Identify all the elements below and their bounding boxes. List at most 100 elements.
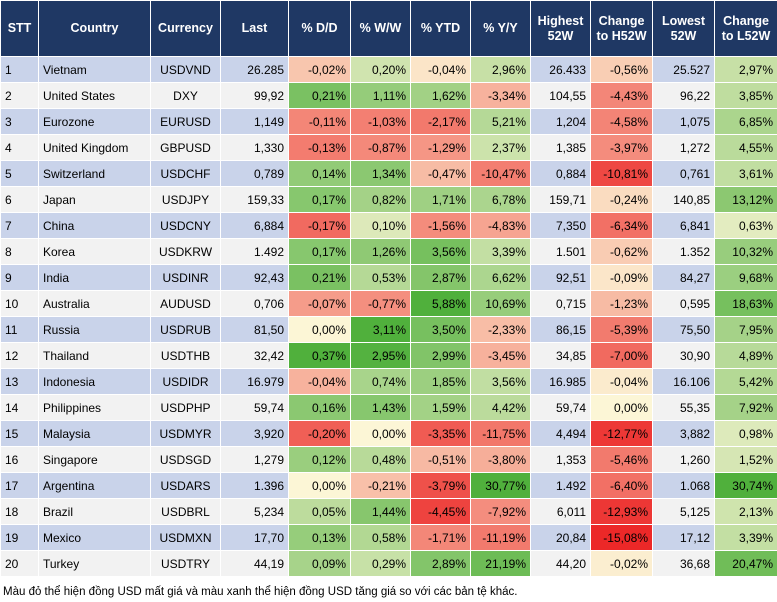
table-cell: -15,08%: [590, 524, 653, 551]
table-cell: 19: [0, 524, 39, 551]
table-cell: USDVND: [150, 56, 221, 83]
table-cell: 4,89%: [714, 342, 777, 369]
table-cell: -6,40%: [590, 472, 653, 499]
column-header: Currency: [150, 0, 221, 57]
table-cell: -0,11%: [288, 108, 351, 135]
table-cell: 0,17%: [288, 186, 351, 213]
table-cell: -10,81%: [590, 160, 653, 187]
table-cell: 16.106: [652, 368, 715, 395]
table-cell: -3,97%: [590, 134, 653, 161]
table-cell: 86,15: [530, 316, 591, 343]
table-cell: -0,07%: [288, 290, 351, 317]
table-cell: 81,50: [220, 316, 289, 343]
table-cell: -0,87%: [350, 134, 411, 161]
column-header: % YTD: [410, 0, 471, 57]
table-cell: 6,011: [530, 498, 591, 525]
table-cell: 5,42%: [714, 368, 777, 395]
table-cell: 25.527: [652, 56, 715, 83]
table-cell: 16.985: [530, 368, 591, 395]
table-cell: 0,706: [220, 290, 289, 317]
table-cell: 0,21%: [288, 264, 351, 291]
table-cell: 6,841: [652, 212, 715, 239]
table-cell: -5,39%: [590, 316, 653, 343]
table-cell: 5,21%: [470, 108, 531, 135]
table-row: 5 Switzerland USDCHF 0,789 0,14% 1,34% -0,47% -…: [0, 160, 777, 187]
table-cell: 1,43%: [350, 394, 411, 421]
table-cell: Japan: [38, 186, 151, 213]
table-row: 16 Singapore USDSGD 1,279 0,12% 0,48% -0,51% -3…: [0, 446, 777, 473]
table-row: 11 Russia USDRUB 81,50 0,00% 3,11% 3,50% -2,33%…: [0, 316, 777, 343]
table-cell: United Kingdom: [38, 134, 151, 161]
table-cell: -1,23%: [590, 290, 653, 317]
table-cell: 4,55%: [714, 134, 777, 161]
table-cell: 84,27: [652, 264, 715, 291]
table-cell: GBPUSD: [150, 134, 221, 161]
table-cell: -5,46%: [590, 446, 653, 473]
table-cell: -4,45%: [410, 498, 471, 525]
table-cell: 0,20%: [350, 56, 411, 83]
table-cell: 6,78%: [470, 186, 531, 213]
table-cell: 59,74: [530, 394, 591, 421]
table-cell: 3,39%: [470, 238, 531, 265]
table-cell: Malaysia: [38, 420, 151, 447]
table-row: 19 Mexico USDMXN 17,70 0,13% 0,58% -1,71% -11,1…: [0, 524, 777, 551]
table-cell: 7,92%: [714, 394, 777, 421]
table-cell: 6: [0, 186, 39, 213]
table-cell: 2,87%: [410, 264, 471, 291]
table-row: 15 Malaysia USDMYR 3,920 -0,20% 0,00% -3,35% -1…: [0, 420, 777, 447]
table-cell: 3,50%: [410, 316, 471, 343]
column-header: % W/W: [350, 0, 411, 57]
table-cell: 0,74%: [350, 368, 411, 395]
table-cell: 1,279: [220, 446, 289, 473]
table-cell: 4: [0, 134, 39, 161]
table-cell: 26.433: [530, 56, 591, 83]
table-cell: 20,47%: [714, 550, 777, 577]
table-cell: 3,39%: [714, 524, 777, 551]
table-cell: -1,71%: [410, 524, 471, 551]
table-row: 17 Argentina USDARS 1.396 0,00% -0,21% -3,79% 3…: [0, 472, 777, 499]
table-cell: -0,02%: [288, 56, 351, 83]
table-cell: 16.979: [220, 368, 289, 395]
table-cell: 1.352: [652, 238, 715, 265]
table-cell: 9,68%: [714, 264, 777, 291]
table-cell: 0,29%: [350, 550, 411, 577]
table-cell: -0,02%: [590, 550, 653, 577]
table-cell: 20: [0, 550, 39, 577]
table-cell: -12,93%: [590, 498, 653, 525]
table-cell: Philippines: [38, 394, 151, 421]
table-cell: 1,075: [652, 108, 715, 135]
table-cell: USDARS: [150, 472, 221, 499]
table-cell: Singapore: [38, 446, 151, 473]
table-cell: 1.492: [530, 472, 591, 499]
table-cell: 6,85%: [714, 108, 777, 135]
column-header: % D/D: [288, 0, 351, 57]
table-cell: -0,24%: [590, 186, 653, 213]
table-cell: 3,11%: [350, 316, 411, 343]
table-cell: 7,350: [530, 212, 591, 239]
table-cell: 3,61%: [714, 160, 777, 187]
table-cell: 7: [0, 212, 39, 239]
table-cell: 55,35: [652, 394, 715, 421]
table-cell: 0,00%: [288, 316, 351, 343]
table-cell: 12: [0, 342, 39, 369]
table-cell: Mexico: [38, 524, 151, 551]
table-cell: 30,77%: [470, 472, 531, 499]
table-cell: -3,45%: [470, 342, 531, 369]
table-cell: 0,12%: [288, 446, 351, 473]
table-cell: 0,715: [530, 290, 591, 317]
table-cell: -1,29%: [410, 134, 471, 161]
table-cell: 5,88%: [410, 290, 471, 317]
table-cell: Thailand: [38, 342, 151, 369]
table-cell: United States: [38, 82, 151, 109]
table-cell: 1,272: [652, 134, 715, 161]
column-header: Country: [38, 0, 151, 57]
table-cell: 0,595: [652, 290, 715, 317]
table-cell: 0,13%: [288, 524, 351, 551]
table-cell: 32,42: [220, 342, 289, 369]
table-cell: 6,884: [220, 212, 289, 239]
table-row: 1 Vietnam USDVND 26.285 -0,02% 0,20% -0,04% 2,9…: [0, 56, 777, 83]
table-cell: 1,26%: [350, 238, 411, 265]
table-cell: 1,204: [530, 108, 591, 135]
table-cell: 5: [0, 160, 39, 187]
table-cell: -12,77%: [590, 420, 653, 447]
